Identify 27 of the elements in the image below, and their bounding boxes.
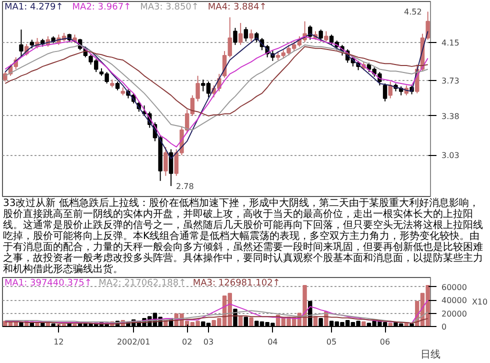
text: MA1: 397440.375↑ [4,278,92,288]
x-tick-label: 02 [182,338,192,346]
text: MA1: 4.279↑ [4,2,64,12]
y-tick-label: 3.73 [442,76,460,86]
y-axis-title: X10 [472,298,488,306]
y-tick-label: 20000 [442,309,467,318]
annotation: 2.78 [176,182,194,192]
x-axis-title: 日线 [420,348,440,360]
y-tick-label: 3.38 [442,112,460,121]
text: MA2: 217062.188↑ [98,278,186,288]
text: MA4: 3.884↑ [208,2,267,12]
x-tick-label: 2002/01 [116,338,150,346]
annotation: 4.52 [404,8,422,17]
y-tick-label: 60000 [442,282,467,292]
text: MA2: 3.967↑ [72,2,132,12]
y-tick-label: 3.03 [442,151,460,160]
x-tick-label: 03 [203,338,214,346]
x-tick-label: 05 [326,338,337,346]
y-tick-label: 4.15 [442,38,460,48]
x-tick-label: 06 [380,338,390,346]
x-tick-label: 04 [268,338,278,346]
text: 33改过从新 低档急跌后上拉线：股价在低档加速下挫，形成中大阴线，第二天由于某股重大利好消息影响，股价直接跳高至前一阴线的实体内开盘，并即破上攻，高收于当天的最高价位，走出一根实体长大的上拉阳线。这通常是股价止跌反弹的信号之一，虽然随后几天股价可能再向下回落，但只要空头无法将这根上拉阳线吃掉，股价可能将向上反弹。本K线组合通常是低档大幅震荡的表现，多空双方主力角力，形势变化较快。由于有消息面的配合，力量的天秤一般会向多方倾斜，虽然还需要一段时间来巩固，但要再创新低也是比较困难之事，故投资者一般考虑改投多头阵营。具体操作中，要同时认真观察个股基本面和消息面，以提防某些主力和机构借此形态骗线出货。 [3,198,484,275]
x-tick-label: 12 [54,338,64,346]
text: MA3: 3.850↑ [140,2,199,12]
text: MA3: 126981.102↑ [192,278,280,288]
y-tick-label: 40000 [442,296,467,306]
y-tick-label: 0 [442,322,447,332]
